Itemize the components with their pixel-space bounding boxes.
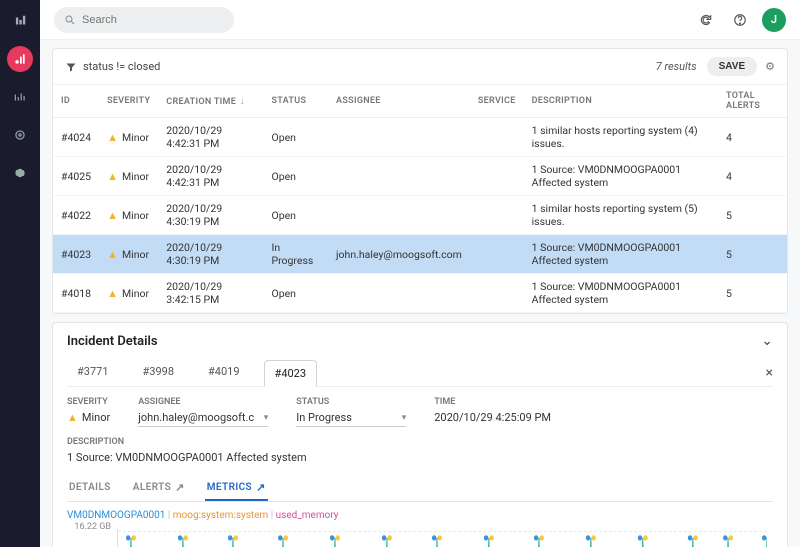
search-wrap <box>54 7 234 33</box>
close-icon[interactable]: × <box>766 365 773 381</box>
nav-integrations[interactable] <box>7 122 33 148</box>
col-severity[interactable]: SEVERITY <box>99 85 158 118</box>
filter-icon <box>65 61 77 73</box>
metrics-chart: 16.22 GB16.17 GB16.13 GB 3:46:01 PM4:00:… <box>67 525 773 547</box>
table-row[interactable]: #4018▲Minor2020/10/29 3:42:15 PMOpen1 So… <box>53 274 787 313</box>
severity-label: SEVERITY <box>67 397 110 407</box>
warning-icon: ▲ <box>67 411 78 424</box>
refresh-icon[interactable] <box>694 8 718 32</box>
assignee-label: ASSIGNEE <box>138 397 268 407</box>
col-service[interactable]: SERVICE <box>470 85 524 118</box>
table-row[interactable]: #4024▲Minor2020/10/29 4:42:31 PMOpen1 si… <box>53 118 787 157</box>
search-icon <box>64 14 76 26</box>
external-link-icon: ↗ <box>175 482 185 493</box>
table-row[interactable]: #4023▲Minor2020/10/29 4:30:19 PMIn Progr… <box>53 235 787 274</box>
col-creation[interactable]: CREATION TIME <box>158 85 263 118</box>
table-row[interactable]: #4022▲Minor2020/10/29 4:30:19 PMOpen1 si… <box>53 196 787 235</box>
avatar[interactable]: J <box>762 8 786 32</box>
subtab-alerts[interactable]: ALERTS↗ <box>131 476 187 501</box>
save-button[interactable]: SAVE <box>707 57 758 76</box>
settings-icon[interactable]: ⚙ <box>765 60 775 73</box>
external-link-icon: ↗ <box>256 482 266 493</box>
incident-tab[interactable]: #4019 <box>198 359 250 386</box>
collapse-icon[interactable]: ⌄ <box>761 333 773 349</box>
incident-tab[interactable]: #3998 <box>133 359 185 386</box>
table-row[interactable]: #4025▲Minor2020/10/29 4:42:31 PMOpen1 So… <box>53 157 787 196</box>
warning-icon: ▲ <box>107 209 118 222</box>
warning-icon: ▲ <box>107 131 118 144</box>
filter-text: status != closed <box>83 60 160 73</box>
nav-metrics[interactable] <box>7 84 33 110</box>
subtab-details[interactable]: DETAILS <box>67 476 113 501</box>
nav-incidents[interactable] <box>7 46 33 72</box>
time-label: TIME <box>434 397 551 407</box>
assignee-dropdown[interactable]: john.haley@moogsoft.c▾ <box>138 411 268 427</box>
incident-tab[interactable]: #3771 <box>67 359 119 386</box>
incidents-table: ID SEVERITY CREATION TIME STATUS ASSIGNE… <box>53 84 787 313</box>
chevron-down-icon: ▾ <box>402 413 407 423</box>
nav-settings[interactable] <box>7 160 33 186</box>
chevron-down-icon: ▾ <box>264 413 269 423</box>
nav-logo[interactable] <box>7 8 33 34</box>
time-value: 2020/10/29 4:25:09 PM <box>434 411 551 424</box>
warning-icon: ▲ <box>107 170 118 183</box>
status-dropdown[interactable]: In Progress▾ <box>296 411 406 427</box>
col-alerts[interactable]: TOTAL ALERTS <box>718 85 787 118</box>
severity-value: ▲Minor <box>67 411 110 424</box>
topbar: J <box>40 0 800 40</box>
description-label: DESCRIPTION <box>67 437 773 447</box>
results-count: 7 results <box>656 60 697 73</box>
incident-tab[interactable]: #4023 <box>264 360 318 387</box>
col-description[interactable]: DESCRIPTION <box>524 85 718 118</box>
side-nav <box>0 0 40 547</box>
status-label: STATUS <box>296 397 406 407</box>
col-status[interactable]: STATUS <box>263 85 328 118</box>
subtab-metrics[interactable]: METRICS↗ <box>205 476 268 501</box>
metric-legend: VM0DNMOOGPA0001 | moog:system:system | u… <box>67 510 773 521</box>
details-title: Incident Details <box>67 334 158 349</box>
description-value: 1 Source: VM0DNMOOGPA0001 Affected syste… <box>67 451 773 464</box>
warning-icon: ▲ <box>107 248 118 261</box>
col-id[interactable]: ID <box>53 85 99 118</box>
warning-icon: ▲ <box>107 287 118 300</box>
col-assignee[interactable]: ASSIGNEE <box>328 85 470 118</box>
help-icon[interactable] <box>728 8 752 32</box>
search-input[interactable] <box>82 14 224 26</box>
